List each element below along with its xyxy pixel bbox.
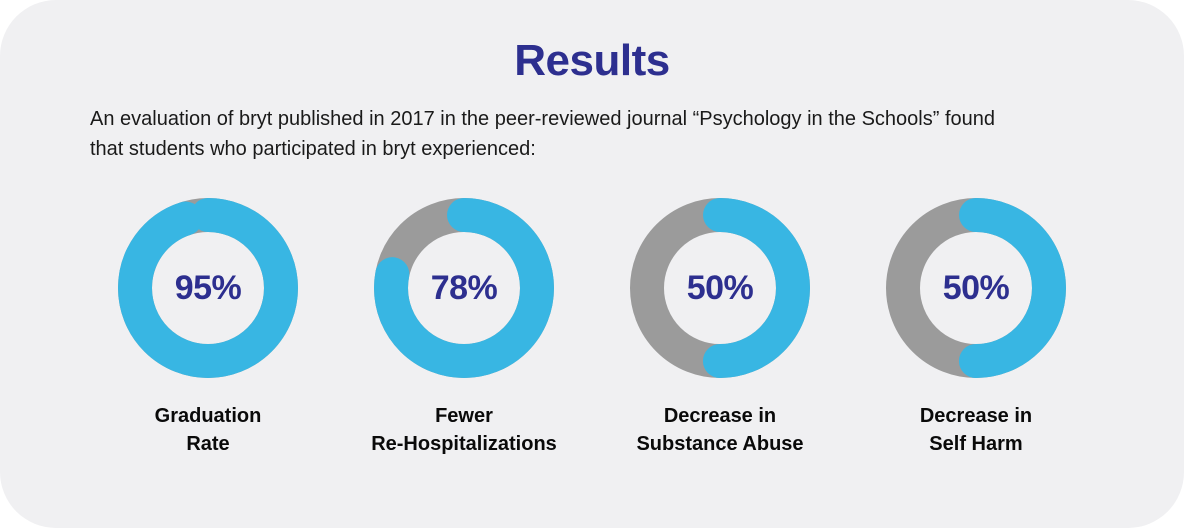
donut-chart: 50% (886, 198, 1066, 378)
metric-label: Decrease in Substance Abuse (636, 402, 803, 458)
metric-3: 50% Decrease in Self Harm (858, 198, 1094, 458)
metric-label: Graduation Rate (155, 402, 262, 458)
results-card: Results An evaluation of bryt published … (0, 0, 1184, 528)
card-title: Results (90, 36, 1094, 86)
donut-chart: 95% (118, 198, 298, 378)
card-subtitle: An evaluation of bryt published in 2017 … (90, 104, 1030, 164)
donut-value: 78% (374, 198, 554, 378)
donut-chart: 78% (374, 198, 554, 378)
donut-chart: 50% (630, 198, 810, 378)
metric-0: 95% Graduation Rate (90, 198, 326, 458)
metric-2: 50% Decrease in Substance Abuse (602, 198, 838, 458)
metrics-row: 95% Graduation Rate 78% Fewer Re-Hospitaliz… (90, 198, 1094, 458)
metric-label: Decrease in Self Harm (920, 402, 1032, 458)
donut-value: 95% (118, 198, 298, 378)
metric-1: 78% Fewer Re-Hospitalizations (346, 198, 582, 458)
donut-value: 50% (630, 198, 810, 378)
metric-label: Fewer Re-Hospitalizations (371, 402, 557, 458)
donut-value: 50% (886, 198, 1066, 378)
